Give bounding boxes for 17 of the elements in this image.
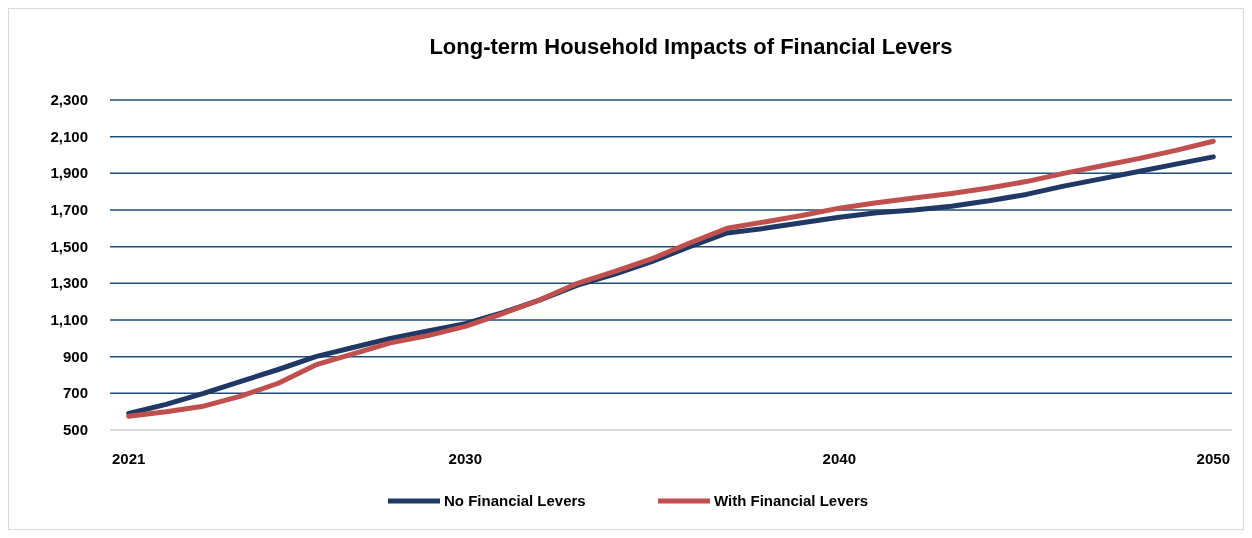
legend-label: With Financial Levers <box>714 492 869 509</box>
y-tick-label: 1,900 <box>50 164 88 182</box>
y-tick-label: 1,300 <box>50 274 88 292</box>
y-tick-label: 900 <box>62 347 88 365</box>
y-tick-label: 1,700 <box>50 201 88 218</box>
legend-label: No Financial Levers <box>444 492 586 509</box>
x-tick-label: 2030 <box>448 450 482 467</box>
y-tick-label: 2,300 <box>50 91 88 108</box>
y-tick-label: 500 <box>62 421 88 438</box>
x-tick-label: 2050 <box>1196 450 1230 467</box>
y-tick-label: 700 <box>62 384 88 402</box>
x-tick-label: 2021 <box>112 450 146 467</box>
x-tick-label: 2040 <box>822 450 856 467</box>
y-tick-label: 1,500 <box>50 237 88 255</box>
y-tick-label: 1,100 <box>50 311 88 328</box>
chart-title: Long-term Household Impacts of Financial Levers <box>429 34 953 59</box>
y-tick-label: 2,100 <box>50 127 88 145</box>
